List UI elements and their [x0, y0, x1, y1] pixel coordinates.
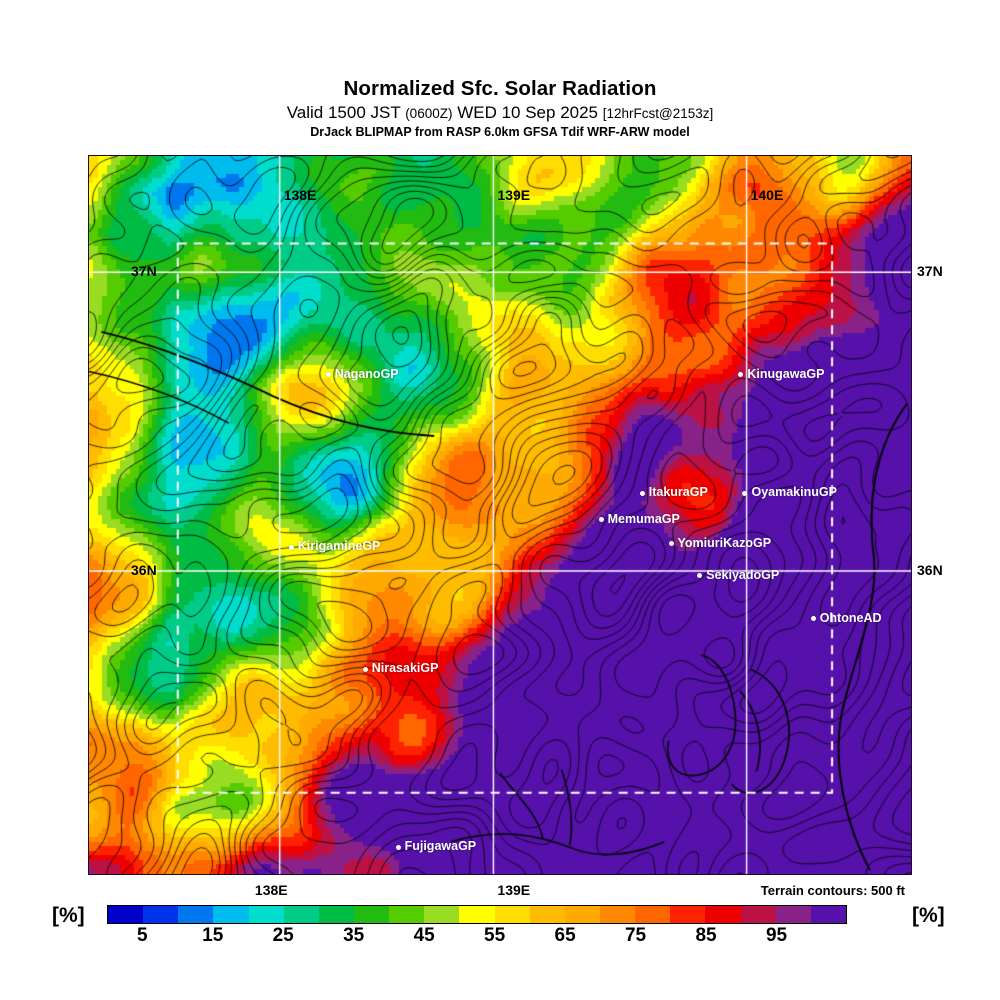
station-label: MemumaGP	[607, 512, 680, 527]
station-dot-icon	[362, 666, 368, 672]
colorbar-tick-label: 35	[343, 925, 365, 946]
station-dot-icon	[325, 372, 331, 378]
colorbar-swatch	[459, 906, 495, 923]
station-marker[interactable]: FujigawaGP	[395, 839, 477, 854]
station-label: YomiuriKazoGP	[677, 535, 772, 550]
legend-unit-left: [%]	[52, 904, 85, 927]
colorbar-tick-label: 15	[202, 925, 224, 946]
colorbar-swatch	[810, 906, 846, 923]
colorbar-swatch	[564, 906, 600, 923]
lon-label-top: 138E	[283, 187, 317, 203]
colorbar-swatch	[318, 906, 354, 923]
lon-label-bottom: 138E	[254, 882, 288, 898]
station-dot-icon	[668, 540, 674, 546]
station-label: SekiyadoGP	[706, 568, 780, 583]
colorbar-tick-label: 25	[272, 925, 294, 946]
lat-label-left: 36N	[131, 562, 157, 578]
station-dot-icon	[742, 490, 748, 496]
page-title: Normalized Sfc. Solar Radiation	[343, 77, 657, 100]
colorbar-tick-label: 55	[484, 925, 506, 946]
colorbar-tick-label: 95	[765, 925, 788, 946]
station-label: ItakuraGP	[648, 485, 708, 500]
colorbar-tick-label: 85	[695, 925, 717, 946]
colorbar-swatch	[599, 906, 636, 923]
station-label: OyamakinuGP	[751, 485, 837, 500]
station-dot-icon	[395, 844, 401, 850]
station-label: NaganoGP	[334, 366, 399, 381]
colorbar-swatch	[670, 906, 706, 923]
valid-date: WED 10 Sep 2025	[457, 102, 599, 122]
station-marker[interactable]: OhtoneAD	[810, 611, 882, 626]
colorbar-swatch	[213, 906, 249, 923]
terrain-contour-note: Terrain contours: 500 ft	[760, 883, 905, 898]
map-frame[interactable]: 138E 139E 140E 37N 36N NaganoGP KinugawaGP Oyam…	[88, 155, 943, 898]
station-label: FujigawaGP	[404, 839, 477, 854]
station-marker[interactable]: YomiuriKazoGP	[668, 535, 772, 550]
colorbar-swatch	[178, 906, 214, 923]
lon-label-top: 140E	[750, 187, 784, 203]
colorbar-swatch	[494, 906, 530, 923]
colorbar-swatch	[635, 906, 671, 923]
forecast-tag: [12hrFcst@2153z]	[602, 105, 714, 121]
station-marker[interactable]: NirasakiGP	[362, 661, 439, 676]
colorbar-swatch	[283, 906, 319, 923]
colorbar-swatches	[107, 905, 847, 924]
lat-label-right: 36N	[917, 562, 943, 578]
lat-label-right: 37N	[917, 263, 943, 280]
station-label: KinugawaGP	[747, 366, 825, 381]
valid-time-line: Valid 1500 JST (0600Z) WED 10 Sep 2025 […	[0, 102, 1000, 123]
station-dot-icon	[697, 573, 703, 579]
station-marker[interactable]: MemumaGP	[598, 512, 680, 527]
lat-label-left: 37N	[131, 263, 157, 280]
colorbar-tick-label: 75	[624, 925, 647, 946]
colorbar-swatch	[108, 906, 144, 923]
lon-label-top: 139E	[497, 187, 531, 203]
station-marker[interactable]: KinugawaGP	[738, 367, 824, 381]
station-dot-icon	[639, 490, 645, 496]
colorbar-legend: [%] 5 15 25 35 45 55 65 75 85 95 [%]	[0, 900, 1000, 960]
colorbar-tick-label: 65	[554, 925, 576, 946]
station-marker[interactable]: NaganoGP	[325, 366, 399, 381]
colorbar-swatch	[529, 906, 565, 923]
colorbar-ticks: 5 15 25 35 45 55 65 75 85 95	[107, 925, 847, 953]
station-label: NirasakiGP	[371, 661, 439, 676]
station-marker[interactable]: OyamakinuGP	[742, 485, 837, 500]
legend-unit-right: [%]	[912, 904, 945, 927]
station-marker[interactable]: SekiyadoGP	[697, 568, 779, 582]
valid-utc: (0600Z)	[405, 105, 453, 121]
station-dot-icon	[288, 544, 294, 550]
lon-label-bottom: 139E	[497, 882, 531, 898]
station-dot-icon	[810, 616, 816, 622]
station-marker[interactable]: ItakuraGP	[639, 485, 708, 500]
colorbar-swatch	[389, 906, 425, 923]
solar-radiation-heatmap	[89, 156, 911, 874]
colorbar-swatch	[424, 906, 460, 923]
station-label: OhtoneAD	[819, 611, 882, 626]
valid-prefix: Valid 1500 JST	[286, 102, 401, 122]
station-label: KirigamineGP	[297, 539, 381, 554]
station-dot-icon	[598, 517, 604, 523]
colorbar-tick-label: 5	[136, 925, 148, 946]
colorbar-swatch	[705, 906, 741, 923]
station-marker[interactable]: KirigamineGP	[288, 539, 381, 554]
colorbar-swatch	[740, 906, 776, 923]
station-dot-icon	[738, 372, 744, 378]
colorbar-swatch	[353, 906, 390, 923]
title-block: Normalized Sfc. Solar Radiation Valid 15…	[0, 77, 1000, 140]
colorbar-swatch	[143, 906, 179, 923]
map-overlay: 138E 139E 140E 37N 36N NaganoGP KinugawaGP Oyam…	[89, 156, 911, 874]
colorbar-tick-label: 45	[413, 925, 435, 946]
colorbar-swatch	[775, 906, 811, 923]
colorbar-swatch	[248, 906, 284, 923]
model-line: DrJack BLIPMAP from RASP 6.0km GFSA Tdif…	[310, 125, 690, 140]
